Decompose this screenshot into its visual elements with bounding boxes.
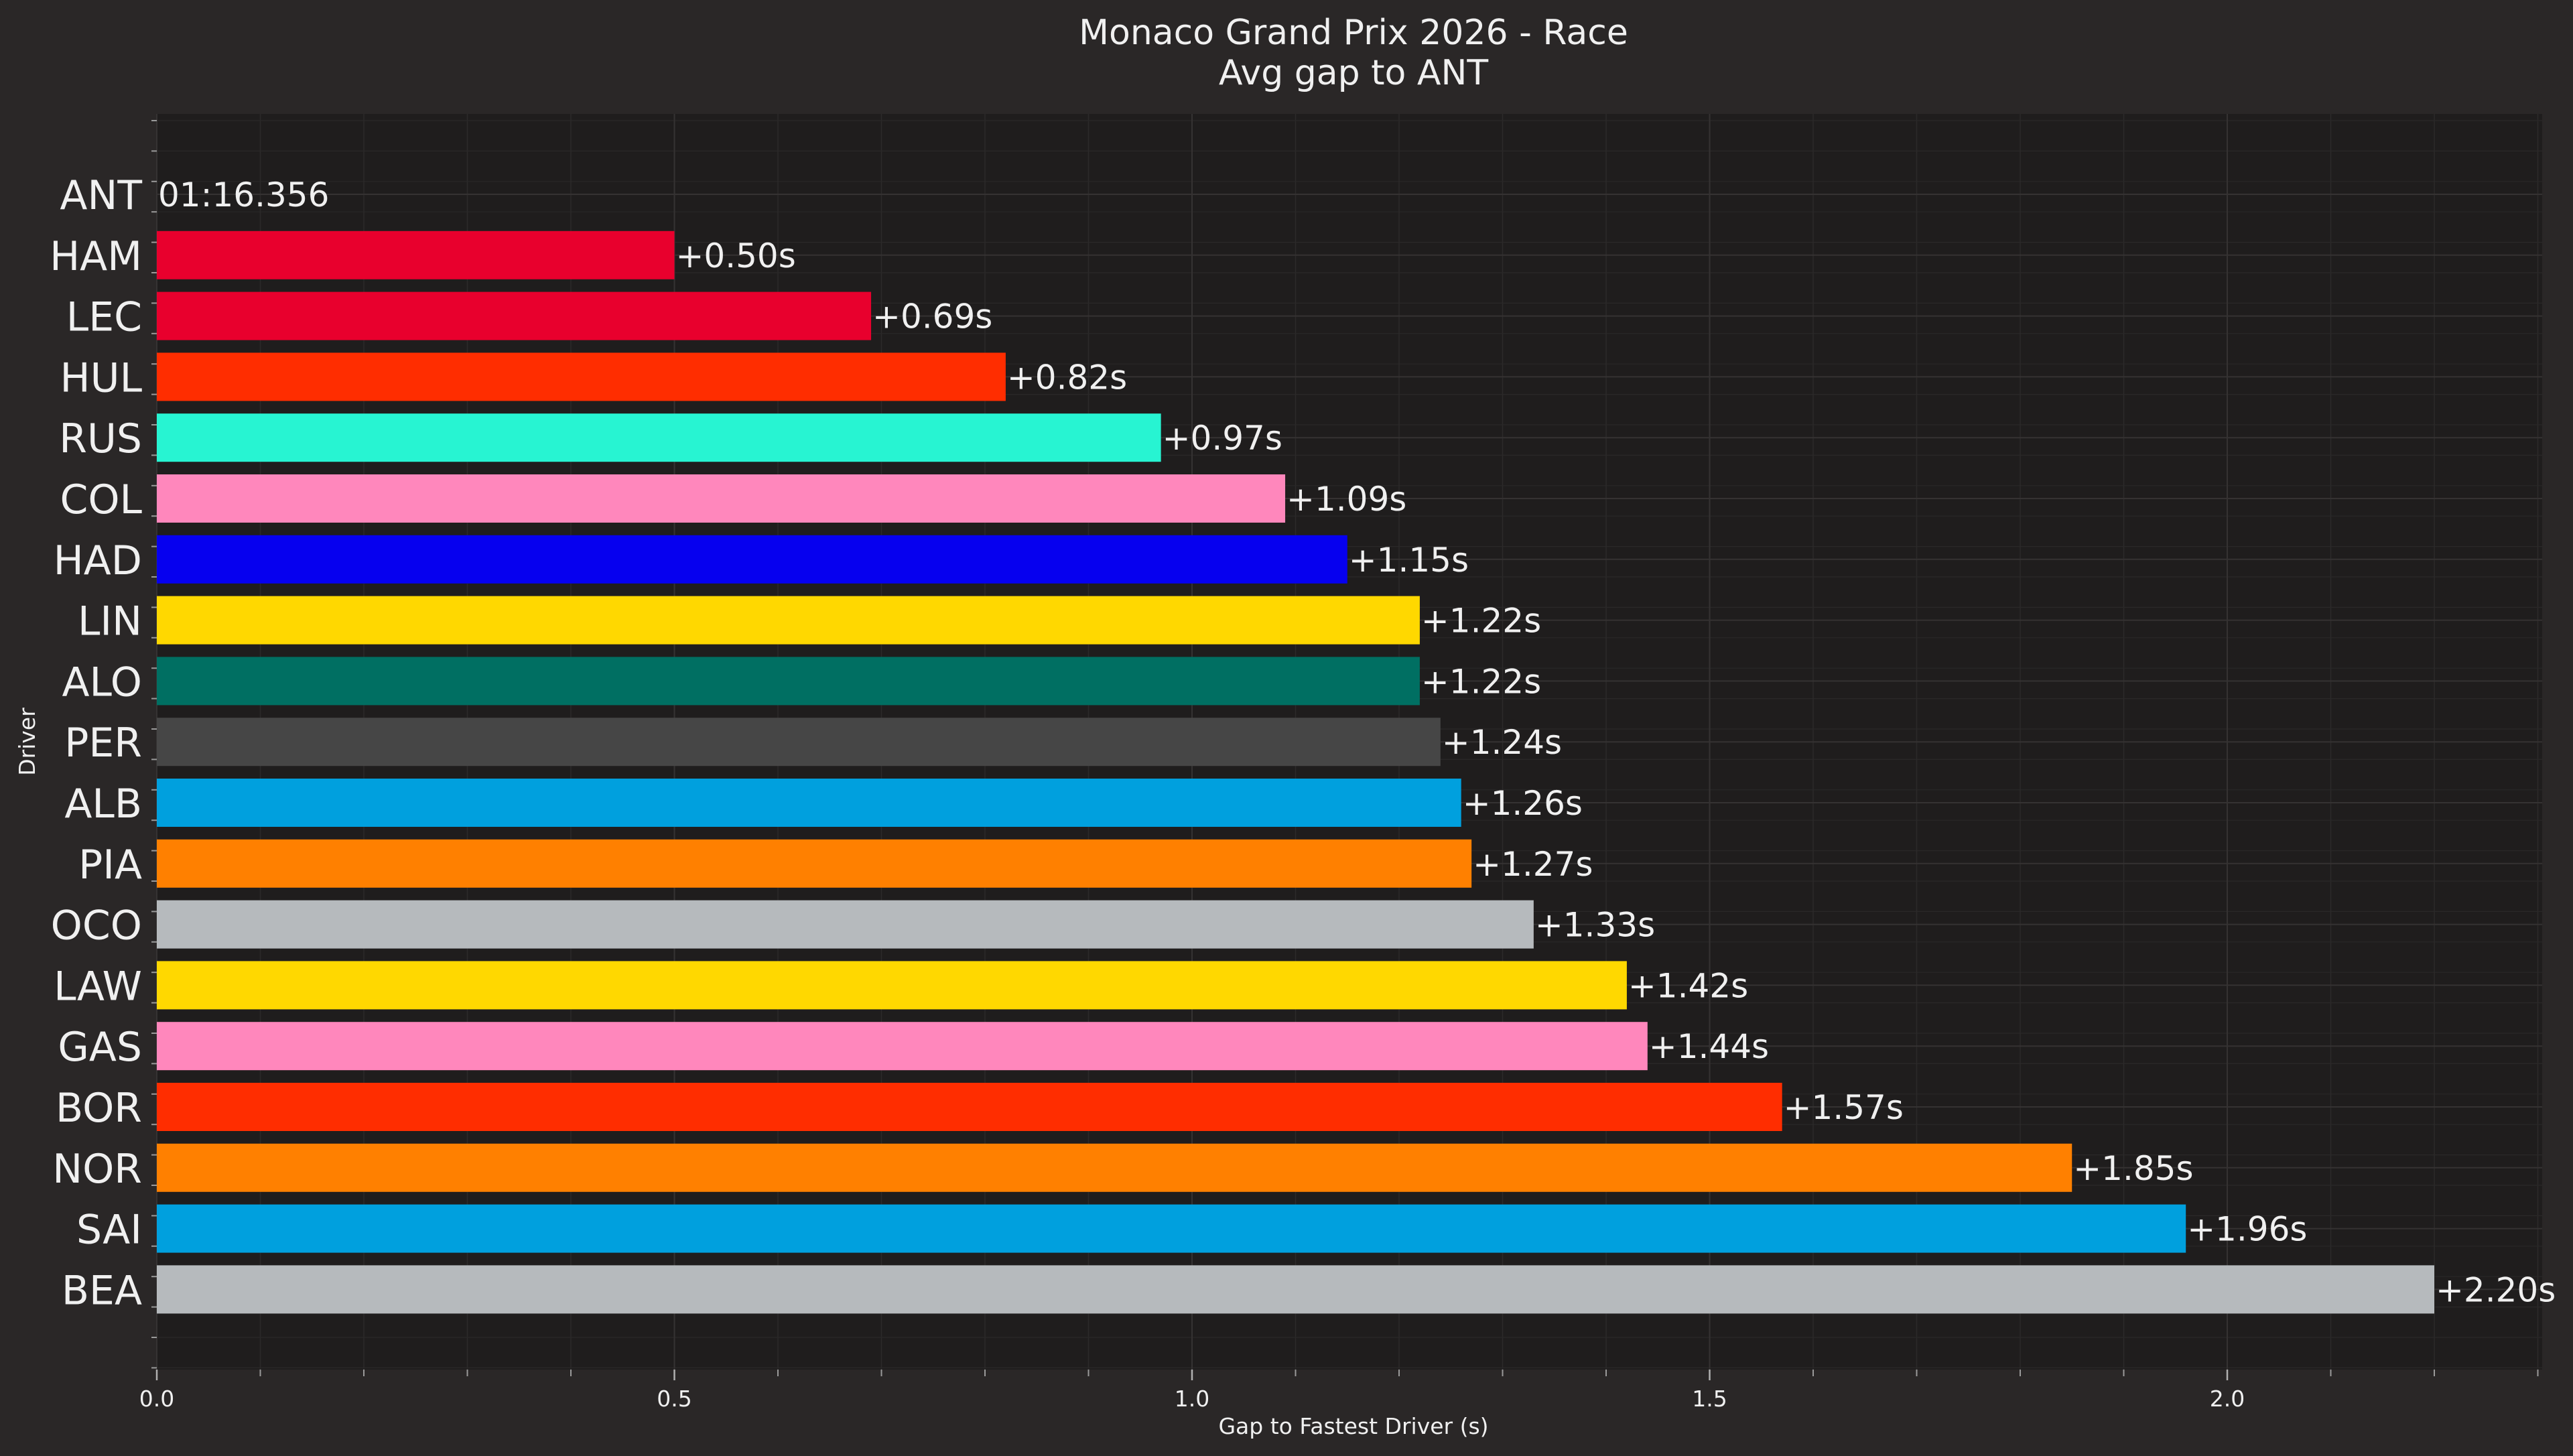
bar-pia xyxy=(157,839,1472,888)
x-tick-label: 0.0 xyxy=(139,1386,174,1412)
bar-oco xyxy=(157,900,1534,949)
value-label: 01:16.356 xyxy=(158,176,329,214)
driver-label: ALO xyxy=(62,659,142,706)
value-label: +1.22s xyxy=(1421,662,1541,701)
bar-nor xyxy=(157,1143,2072,1192)
x-tick-label: 2.0 xyxy=(2210,1386,2245,1412)
driver-label: ALB xyxy=(64,781,142,828)
value-label: +1.27s xyxy=(1473,845,1593,884)
bar-sai xyxy=(157,1204,2186,1253)
driver-label: COL xyxy=(60,476,142,523)
bar-law xyxy=(157,961,1627,1010)
driver-label: ANT xyxy=(60,172,142,219)
bar-hul xyxy=(157,352,1006,401)
chart-title: Monaco Grand Prix 2026 - Race xyxy=(1079,13,1628,53)
driver-label: GAS xyxy=(58,1024,142,1071)
value-label: +0.69s xyxy=(872,297,992,336)
bar-had xyxy=(157,535,1347,584)
value-label: +1.24s xyxy=(1442,723,1562,762)
driver-label: OCO xyxy=(51,903,142,949)
driver-label: HAM xyxy=(50,233,142,280)
chart-subtitle: Avg gap to ANT xyxy=(1219,53,1488,93)
bar-col xyxy=(157,474,1286,523)
driver-label: RUS xyxy=(59,415,142,462)
value-label: +1.57s xyxy=(1784,1088,1904,1127)
driver-label: LAW xyxy=(54,963,142,1010)
driver-label: LEC xyxy=(66,294,142,341)
driver-label: SAI xyxy=(76,1207,142,1254)
x-tick-label: 1.5 xyxy=(1692,1386,1727,1412)
value-label: +1.15s xyxy=(1349,541,1469,580)
value-label: +1.33s xyxy=(1535,906,1655,945)
y-axis-label: Driver xyxy=(14,708,40,776)
driver-label: PIA xyxy=(78,842,142,888)
bar-lec xyxy=(157,291,872,340)
driver-label: BOR xyxy=(56,1085,142,1132)
y-axis: ANT HAM LEC HUL RUS COL HAD LIN ALO PER ALB PIA OCO L… xyxy=(50,120,157,1369)
driver-label: NOR xyxy=(52,1146,142,1193)
x-axis: 0.0 0.5 1.0 1.5 2.0 xyxy=(139,1370,2539,1412)
driver-label: LIN xyxy=(78,598,142,645)
value-labels: 01:16.356 +0.50s +0.69s +0.82s +0.97s+1.09s +… xyxy=(158,176,2556,1309)
bar-gas xyxy=(157,1022,1648,1071)
x-tick-label: 0.5 xyxy=(657,1386,691,1412)
value-label: +1.44s xyxy=(1649,1027,1769,1066)
value-label: +1.22s xyxy=(1421,602,1541,641)
value-label: +1.09s xyxy=(1286,480,1406,519)
driver-label: HUL xyxy=(60,354,143,401)
bars xyxy=(157,230,2434,1314)
bar-bea xyxy=(157,1265,2434,1314)
value-label: +1.26s xyxy=(1463,784,1583,823)
bar-alb xyxy=(157,779,1461,827)
driver-label: HAD xyxy=(54,537,142,584)
value-label: +1.85s xyxy=(2073,1149,2193,1188)
x-axis-label: Gap to Fastest Driver (s) xyxy=(1218,1413,1488,1439)
bar-per xyxy=(157,718,1441,767)
value-label: +2.20s xyxy=(2436,1270,2556,1309)
value-label: +1.42s xyxy=(1628,966,1748,1005)
bar-bor xyxy=(157,1083,1782,1131)
bar-rus xyxy=(157,413,1161,462)
value-label: +1.96s xyxy=(2187,1210,2307,1249)
value-label: +0.50s xyxy=(676,237,796,275)
value-label: +0.82s xyxy=(1007,358,1127,397)
bar-ham xyxy=(157,230,675,279)
value-label: +0.97s xyxy=(1163,419,1282,458)
x-tick-label: 1.0 xyxy=(1175,1386,1209,1412)
driver-label: BEA xyxy=(62,1267,142,1314)
bar-lin xyxy=(157,596,1420,645)
driver-label: PER xyxy=(64,720,142,767)
bar-alo xyxy=(157,657,1420,706)
